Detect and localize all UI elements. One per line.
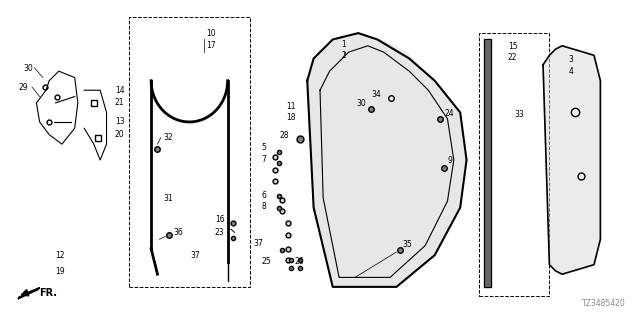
Polygon shape (543, 46, 600, 274)
Text: 36: 36 (173, 228, 183, 237)
Text: 31: 31 (164, 194, 173, 203)
Text: 10: 10 (207, 28, 216, 38)
Text: 2: 2 (341, 52, 346, 60)
Text: 16: 16 (215, 215, 225, 224)
Text: 23: 23 (215, 228, 225, 236)
Text: 22: 22 (508, 53, 518, 62)
Text: 8: 8 (261, 202, 266, 211)
Text: 30: 30 (356, 99, 366, 108)
Text: TZ3485420: TZ3485420 (582, 300, 626, 308)
Text: 21: 21 (115, 99, 124, 108)
Polygon shape (484, 39, 491, 287)
Text: 35: 35 (403, 240, 413, 249)
Text: 32: 32 (164, 133, 173, 142)
Polygon shape (307, 33, 467, 287)
Text: 11: 11 (286, 102, 296, 111)
Text: 37: 37 (253, 239, 264, 248)
Text: 20: 20 (115, 130, 124, 139)
Text: 29: 29 (19, 83, 29, 92)
Text: 3: 3 (568, 55, 573, 64)
Text: 1: 1 (341, 40, 346, 49)
Text: 34: 34 (371, 90, 381, 99)
Text: 12: 12 (56, 251, 65, 260)
Text: 7: 7 (261, 155, 266, 164)
Text: 19: 19 (56, 267, 65, 276)
Text: 37: 37 (190, 251, 200, 260)
Bar (479, 33, 549, 296)
Text: 13: 13 (115, 117, 124, 126)
Text: 4: 4 (568, 67, 573, 76)
Text: 18: 18 (286, 113, 296, 122)
Text: 14: 14 (115, 86, 124, 95)
Bar (129, 17, 250, 287)
Text: 24: 24 (444, 108, 454, 117)
Text: 30: 30 (23, 63, 33, 73)
Text: 25: 25 (261, 257, 271, 266)
Text: 28: 28 (280, 131, 289, 140)
Text: 15: 15 (508, 42, 518, 51)
Text: 5: 5 (261, 143, 266, 153)
Text: 17: 17 (207, 41, 216, 50)
Polygon shape (320, 39, 447, 116)
Text: 33: 33 (515, 110, 524, 119)
Text: 26: 26 (294, 257, 304, 266)
Text: 9: 9 (447, 156, 452, 165)
Text: FR.: FR. (40, 288, 58, 298)
Text: 6: 6 (261, 191, 266, 200)
Polygon shape (18, 288, 40, 299)
